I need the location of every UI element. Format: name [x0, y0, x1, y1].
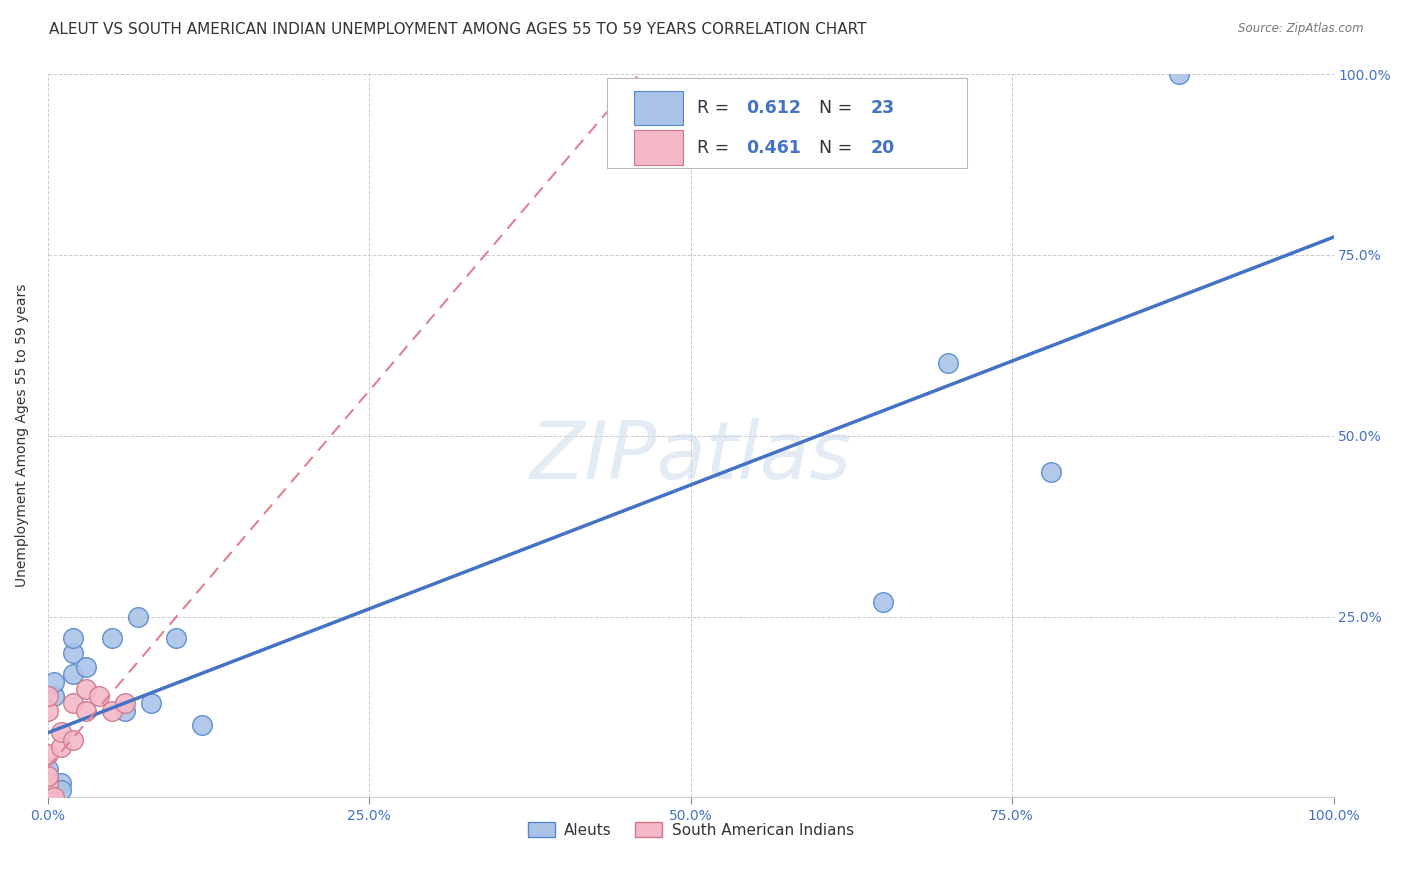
Point: [114, 704, 136, 718]
Point: [37, 790, 59, 805]
Text: N =: N =: [820, 99, 858, 117]
Point: [37, 776, 59, 790]
Point: [191, 718, 214, 732]
Point: [114, 697, 136, 711]
Point: [1168, 67, 1191, 81]
Text: 20: 20: [870, 139, 894, 157]
Point: [62, 632, 84, 646]
Text: Source: ZipAtlas.com: Source: ZipAtlas.com: [1239, 22, 1364, 36]
Point: [37, 790, 59, 805]
Point: [37, 704, 59, 718]
Point: [75, 660, 97, 674]
Point: [127, 609, 149, 624]
FancyBboxPatch shape: [634, 90, 683, 125]
Point: [37, 762, 59, 776]
Point: [37, 790, 59, 805]
Point: [62, 646, 84, 660]
Point: [37, 783, 59, 797]
Point: [49, 783, 72, 797]
Point: [37, 747, 59, 761]
Point: [37, 790, 59, 805]
Point: [49, 776, 72, 790]
Point: [37, 790, 59, 805]
Point: [165, 632, 187, 646]
Point: [37, 776, 59, 790]
Point: [872, 595, 894, 609]
Point: [1039, 465, 1062, 479]
Point: [139, 697, 162, 711]
Y-axis label: Unemployment Among Ages 55 to 59 years: Unemployment Among Ages 55 to 59 years: [15, 284, 30, 588]
Text: ZIPatlas: ZIPatlas: [530, 418, 852, 497]
Point: [62, 732, 84, 747]
Point: [62, 697, 84, 711]
FancyBboxPatch shape: [634, 130, 683, 165]
Point: [101, 704, 124, 718]
Text: R =: R =: [697, 139, 735, 157]
Text: ALEUT VS SOUTH AMERICAN INDIAN UNEMPLOYMENT AMONG AGES 55 TO 59 YEARS CORRELATIO: ALEUT VS SOUTH AMERICAN INDIAN UNEMPLOYM…: [49, 22, 866, 37]
Point: [89, 689, 111, 703]
Point: [62, 667, 84, 681]
Point: [49, 739, 72, 754]
Text: 0.612: 0.612: [747, 99, 801, 117]
Point: [37, 689, 59, 703]
Point: [44, 674, 66, 689]
Text: R =: R =: [697, 99, 735, 117]
Point: [37, 790, 59, 805]
Point: [44, 689, 66, 703]
Point: [75, 704, 97, 718]
Point: [75, 681, 97, 696]
Point: [101, 632, 124, 646]
Point: [49, 725, 72, 739]
Text: 23: 23: [870, 99, 894, 117]
Text: 0.461: 0.461: [747, 139, 801, 157]
Point: [936, 356, 959, 370]
Legend: Aleuts, South American Indians: Aleuts, South American Indians: [522, 816, 860, 844]
FancyBboxPatch shape: [607, 78, 967, 168]
Point: [37, 769, 59, 783]
Point: [37, 790, 59, 805]
Text: N =: N =: [820, 139, 858, 157]
Point: [44, 790, 66, 805]
